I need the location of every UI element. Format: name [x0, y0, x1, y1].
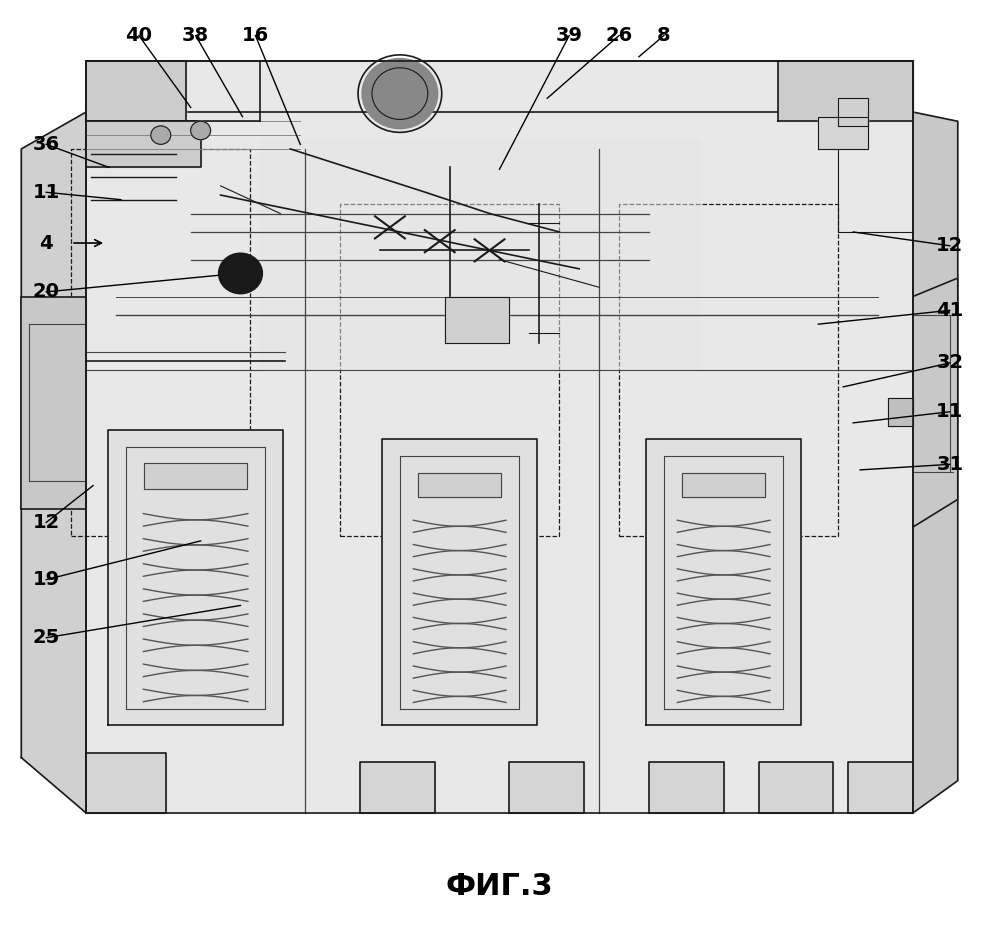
- Polygon shape: [86, 61, 913, 813]
- Text: 38: 38: [182, 26, 209, 45]
- Polygon shape: [646, 439, 801, 725]
- Circle shape: [362, 58, 438, 129]
- Circle shape: [151, 126, 171, 144]
- Polygon shape: [86, 61, 186, 121]
- Polygon shape: [509, 762, 584, 813]
- Polygon shape: [383, 439, 536, 725]
- Text: 8: 8: [657, 26, 670, 45]
- Polygon shape: [758, 762, 833, 813]
- Polygon shape: [778, 61, 913, 121]
- Polygon shape: [649, 762, 723, 813]
- Polygon shape: [86, 121, 201, 167]
- Polygon shape: [848, 762, 913, 813]
- Polygon shape: [144, 463, 247, 489]
- Text: 26: 26: [605, 26, 632, 45]
- Polygon shape: [913, 112, 958, 813]
- Text: ФИГ.3: ФИГ.3: [446, 872, 553, 901]
- Text: 12: 12: [936, 236, 963, 255]
- Text: 40: 40: [125, 26, 153, 45]
- Circle shape: [219, 253, 263, 294]
- Polygon shape: [86, 61, 913, 112]
- Text: 11: 11: [33, 183, 60, 202]
- Polygon shape: [913, 278, 958, 527]
- Text: 41: 41: [936, 301, 963, 320]
- Polygon shape: [838, 98, 868, 126]
- Polygon shape: [21, 297, 86, 509]
- Text: 20: 20: [33, 282, 60, 302]
- Text: 36: 36: [33, 135, 60, 154]
- Text: 39: 39: [555, 26, 582, 45]
- Polygon shape: [818, 117, 868, 149]
- Polygon shape: [86, 753, 166, 813]
- Text: 32: 32: [936, 353, 963, 373]
- Text: 11: 11: [936, 402, 963, 421]
- Polygon shape: [419, 473, 500, 497]
- Circle shape: [191, 121, 211, 140]
- Polygon shape: [21, 112, 86, 813]
- Text: 19: 19: [33, 570, 60, 589]
- Polygon shape: [682, 473, 765, 497]
- Polygon shape: [360, 762, 435, 813]
- Text: 4: 4: [39, 233, 53, 253]
- Polygon shape: [445, 297, 509, 342]
- Polygon shape: [109, 430, 283, 725]
- Text: 31: 31: [936, 455, 963, 474]
- Text: 16: 16: [242, 26, 269, 45]
- Polygon shape: [261, 140, 698, 370]
- Polygon shape: [888, 398, 913, 426]
- Text: 12: 12: [33, 513, 60, 532]
- Text: 25: 25: [33, 628, 60, 648]
